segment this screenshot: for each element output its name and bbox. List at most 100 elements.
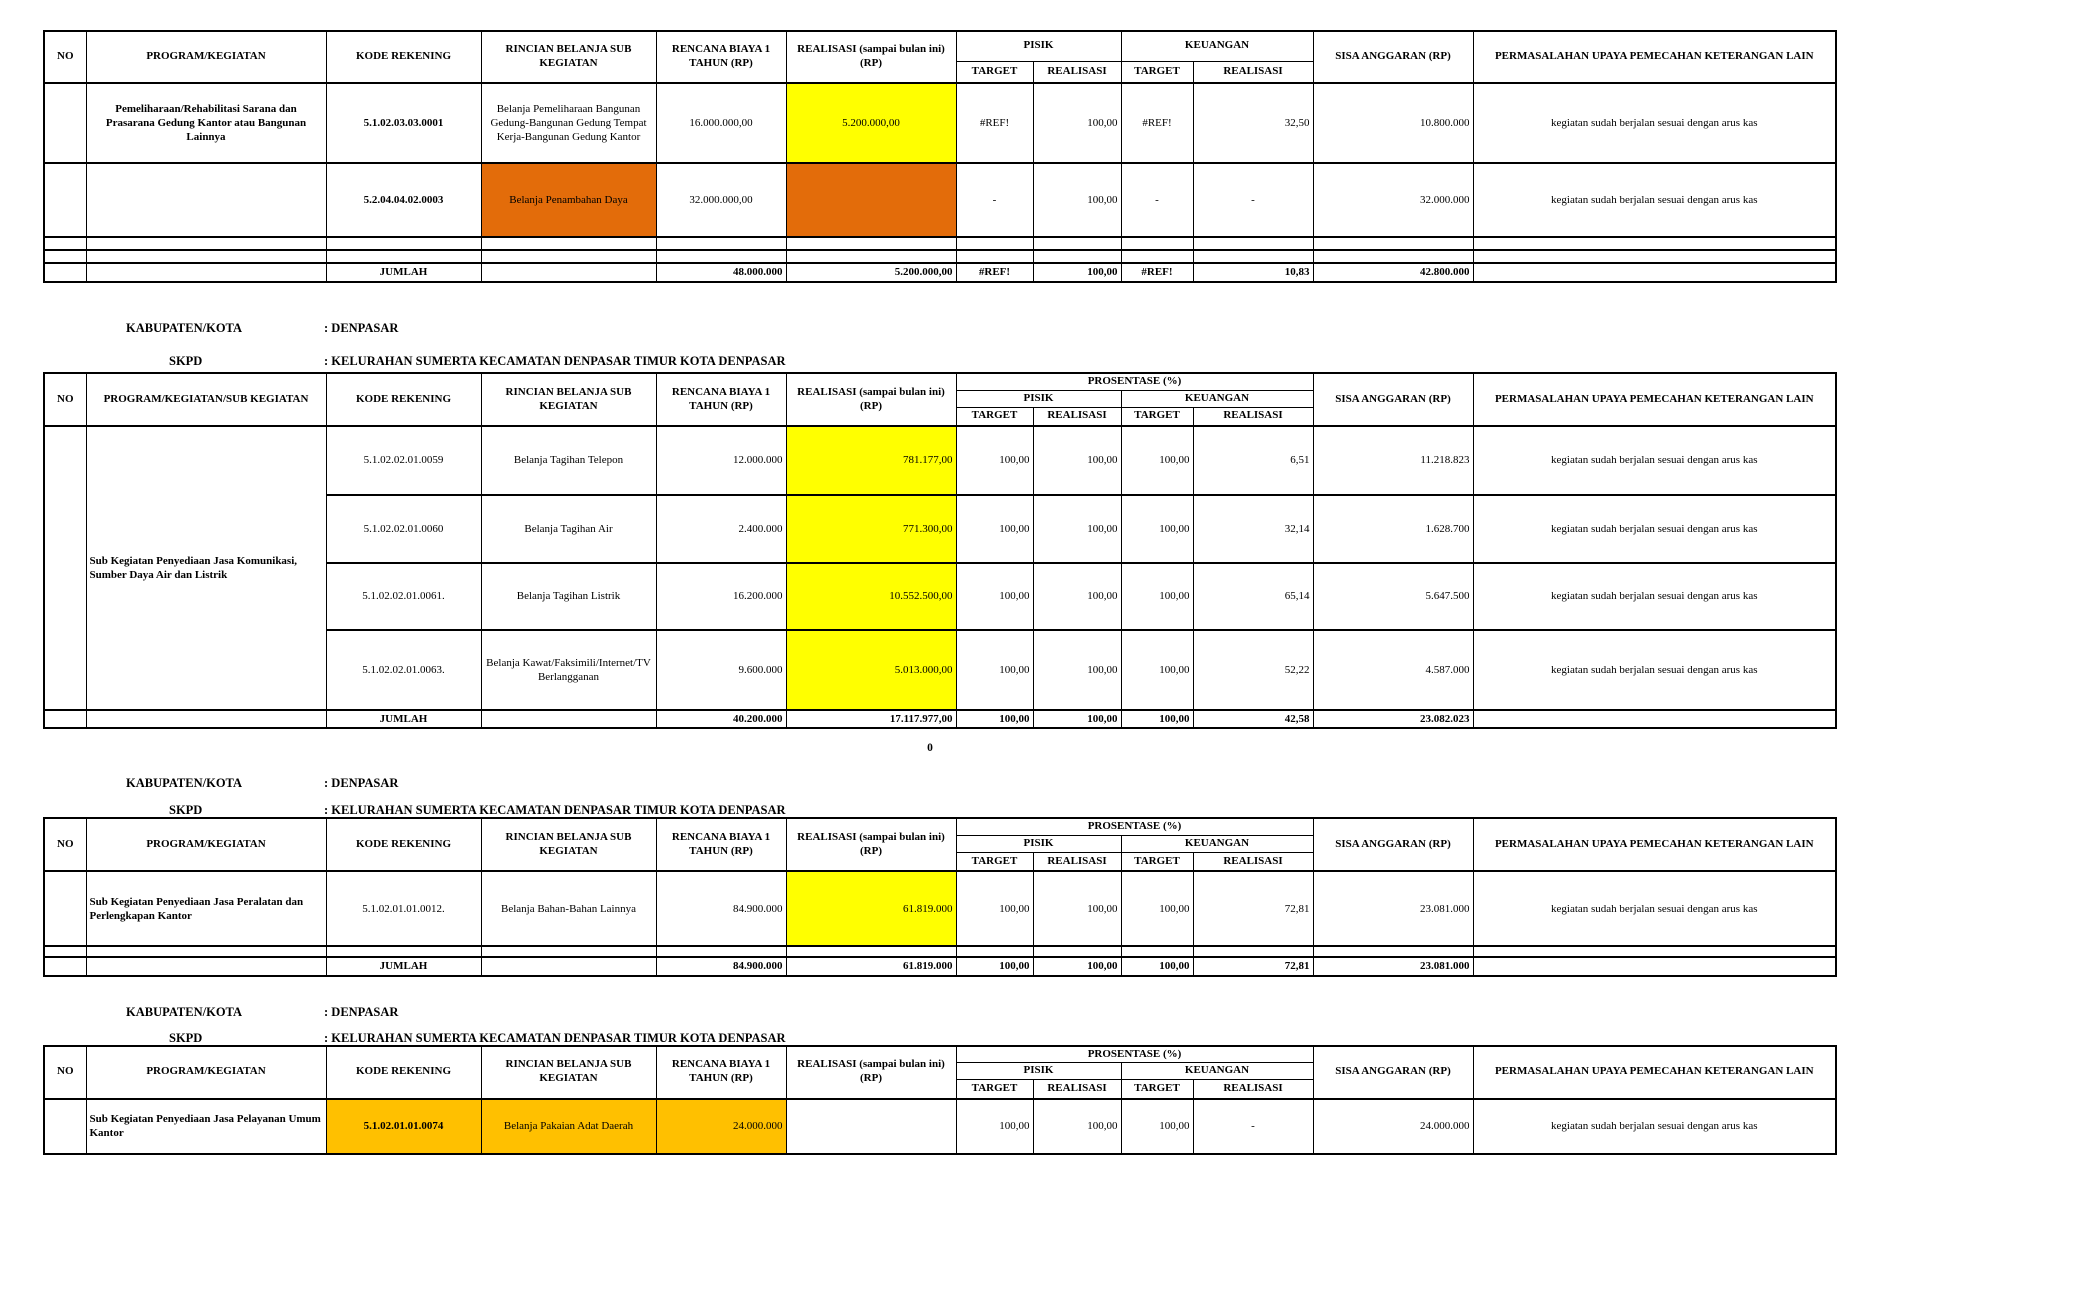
cell-no	[43, 82, 87, 164]
cell-no	[43, 162, 87, 238]
header-no: NO	[43, 817, 87, 872]
cell-pisik-realisasi: 100,00	[1032, 425, 1122, 496]
table-row: Sub Kegiatan Penyediaan Jasa Pelayanan U…	[43, 1097, 1837, 1155]
header-pisik-group: PISIK	[955, 1062, 1122, 1081]
cell-pisik-realisasi: 100,00	[1032, 629, 1122, 711]
header-keuangan-target: TARGET	[1120, 1079, 1194, 1100]
header-pisik-target: TARGET	[955, 851, 1034, 872]
header-permasalahan: PERMASALAHAN UPAYA PEMECAHAN KETERANGAN …	[1472, 817, 1837, 872]
cell-permasalahan: kegiatan sudah berjalan sesuai dengan ar…	[1472, 1097, 1837, 1155]
header-rencana: RENCANA BIAYA 1 TAHUN (RP)	[655, 1045, 787, 1100]
cell-realisasi-total: 61.819.000	[785, 956, 957, 977]
cell-sisa-total: 23.081.000	[1312, 956, 1474, 977]
budget-table-2: NO PROGRAM/KEGIATAN/SUB KEGIATAN KODE RE…	[43, 372, 1837, 730]
header-pisik-target: TARGET	[955, 1079, 1034, 1100]
header-pisik-realisasi: REALISASI	[1032, 406, 1122, 427]
cell-pisik-target-total: #REF!	[955, 262, 1034, 283]
cell-rencana: 16.000.000,00	[655, 82, 787, 164]
cell-keuangan-realisasi: 72,81	[1192, 870, 1314, 948]
cell-realisasi	[785, 162, 957, 238]
cell-pisik-realisasi: 100,00	[1032, 562, 1122, 631]
table-row: Pemeliharaan/Rehabilitasi Sarana dan Pra…	[43, 82, 1837, 164]
skpd-line: SKPD : KELURAHAN SUMERTA KECAMATAN DENPA…	[0, 354, 2100, 368]
cell-rencana: 32.000.000,00	[655, 162, 787, 238]
cell-permasalahan: kegiatan sudah berjalan sesuai dengan ar…	[1472, 425, 1837, 496]
header-sisa: SISA ANGGARAN (RP)	[1312, 30, 1474, 84]
header-keuangan-group: KEUANGAN	[1120, 30, 1314, 62]
header-keuangan-group: KEUANGAN	[1120, 1062, 1314, 1081]
header-realisasi: REALISASI (sampai bulan ini) (RP)	[785, 372, 957, 427]
empty-row	[43, 249, 1837, 264]
header-keuangan-target: TARGET	[1120, 60, 1194, 84]
cell-keuangan-target: #REF!	[1120, 82, 1194, 164]
cell-keuangan-realisasi-total: 42,58	[1192, 708, 1314, 730]
cell-sisa-total: 23.082.023	[1312, 708, 1474, 730]
table3-header-row-2: PISIK KEUANGAN	[44, 835, 1836, 853]
header-keuangan-realisasi: REALISASI	[1192, 406, 1314, 427]
cell-rincian: Belanja Tagihan Air	[480, 494, 657, 564]
skpd-line: SKPD : KELURAHAN SUMERTA KECAMATAN DENPA…	[0, 803, 2100, 817]
cell-keuangan-target-total: 100,00	[1120, 956, 1194, 977]
cell-realisasi: 61.819.000	[785, 870, 957, 948]
kabupaten-value: : DENPASAR	[324, 776, 399, 791]
header-realisasi: REALISASI (sampai bulan ini) (RP)	[785, 817, 957, 872]
table1-header-row-1: NO PROGRAM/KEGIATAN KODE REKENING RINCIA…	[43, 30, 1837, 84]
cell-sisa: 11.218.823	[1312, 425, 1474, 496]
header-prosentase-group: PROSENTASE (%)	[955, 1045, 1314, 1064]
cell-rencana-total: 48.000.000	[655, 262, 787, 283]
cell-keuangan-realisasi-total: 72,81	[1192, 956, 1314, 977]
header-permasalahan: PERMASALAHAN UPAYA PEMECAHAN KETERANGAN …	[1472, 372, 1837, 427]
header-rencana: RENCANA BIAYA 1 TAHUN (RP)	[655, 30, 787, 84]
header-pisik-group: PISIK	[955, 389, 1122, 408]
cell-keuangan-target: 100,00	[1120, 870, 1194, 948]
cell-pisik-realisasi: 100,00	[1032, 870, 1122, 948]
cell-rincian: Belanja Tagihan Listrik	[480, 562, 657, 631]
empty-row	[43, 945, 1837, 959]
cell-kode: 5.1.02.02.01.0059	[325, 425, 482, 496]
table4-header-row-2: PISIK KEUANGAN	[44, 1062, 1836, 1081]
header-rincian: RINCIAN BELANJA SUB KEGIATAN	[480, 372, 657, 427]
stray-zero-value: 0	[927, 742, 933, 755]
cell-permasalahan: kegiatan sudah berjalan sesuai dengan ar…	[1472, 162, 1837, 238]
cell-realisasi: 5.200.000,00	[785, 82, 957, 164]
cell-realisasi	[785, 1097, 957, 1155]
cell-keuangan-realisasi: 32,14	[1192, 494, 1314, 564]
cell-realisasi: 5.013.000,00	[785, 629, 957, 711]
table2-header-row-2: PISIK KEUANGAN	[44, 389, 1836, 408]
cell-keuangan-realisasi-total: 10,83	[1192, 262, 1314, 283]
kabupaten-line: KABUPATEN/KOTA : DENPASAR	[0, 1005, 2100, 1019]
header-permasalahan: PERMASALAHAN UPAYA PEMECAHAN KETERANGAN …	[1472, 1045, 1837, 1100]
header-realisasi: REALISASI (sampai bulan ini) (RP)	[785, 1045, 957, 1100]
cell-pisik-realisasi: 100,00	[1032, 1097, 1122, 1155]
cell-no	[43, 870, 87, 948]
cell-keuangan-target: 100,00	[1120, 494, 1194, 564]
kabupaten-value: : DENPASAR	[324, 1004, 399, 1019]
cell-keuangan-target: 100,00	[1120, 425, 1194, 496]
header-kode: KODE REKENING	[325, 817, 482, 872]
jumlah-row: JUMLAH 40.200.000 17.117.977,00 100,00 1…	[43, 708, 1837, 730]
cell-no	[43, 1097, 87, 1155]
skpd-label: SKPD	[169, 803, 203, 818]
cell-realisasi-total: 17.117.977,00	[785, 708, 957, 730]
cell-permasalahan: kegiatan sudah berjalan sesuai dengan ar…	[1472, 82, 1837, 164]
header-pisik-realisasi: REALISASI	[1032, 851, 1122, 872]
cell-jumlah-label: JUMLAH	[325, 262, 482, 283]
cell-rencana: 84.900.000	[655, 870, 787, 948]
header-program: PROGRAM/KEGIATAN	[85, 817, 327, 872]
cell-rincian: Belanja Kawat/Faksimili/Internet/TV Berl…	[480, 629, 657, 711]
table3-header-row-3: TARGET REALISASI TARGET REALISASI	[44, 851, 1836, 872]
header-pisik-group: PISIK	[955, 30, 1122, 62]
header-no: NO	[43, 1045, 87, 1100]
header-pisik-realisasi: REALISASI	[1032, 60, 1122, 84]
header-pisik-target: TARGET	[955, 406, 1034, 427]
cell-rencana-total: 40.200.000	[655, 708, 787, 730]
skpd-value: : KELURAHAN SUMERTA KECAMATAN DENPASAR T…	[324, 803, 786, 818]
budget-table-3: NO PROGRAM/KEGIATAN KODE REKENING RINCIA…	[43, 817, 1837, 977]
table1-header-row-2: TARGET REALISASI TARGET REALISASI	[44, 60, 1836, 84]
header-sisa: SISA ANGGARAN (RP)	[1312, 372, 1474, 427]
cell-realisasi: 10.552.500,00	[785, 562, 957, 631]
cell-pisik-realisasi: 100,00	[1032, 162, 1122, 238]
cell-pisik-target-total: 100,00	[955, 956, 1034, 977]
header-sisa: SISA ANGGARAN (RP)	[1312, 1045, 1474, 1100]
cell-keuangan-realisasi: 6,51	[1192, 425, 1314, 496]
